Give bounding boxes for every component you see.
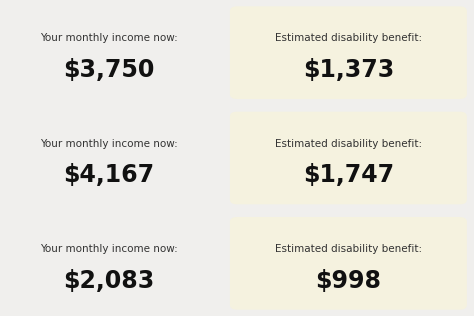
Text: Estimated disability benefit:: Estimated disability benefit:: [275, 244, 422, 254]
Text: $3,750: $3,750: [64, 58, 155, 82]
Text: $1,747: $1,747: [303, 163, 394, 187]
Text: $2,083: $2,083: [64, 269, 155, 293]
FancyBboxPatch shape: [230, 6, 467, 99]
FancyBboxPatch shape: [230, 217, 467, 310]
Text: Your monthly income now:: Your monthly income now:: [40, 139, 178, 149]
Text: Your monthly income now:: Your monthly income now:: [40, 244, 178, 254]
Text: Your monthly income now:: Your monthly income now:: [40, 33, 178, 43]
Text: $998: $998: [315, 269, 382, 293]
Text: $1,373: $1,373: [303, 58, 394, 82]
Text: Estimated disability benefit:: Estimated disability benefit:: [275, 33, 422, 43]
FancyBboxPatch shape: [230, 112, 467, 204]
Text: Estimated disability benefit:: Estimated disability benefit:: [275, 139, 422, 149]
Text: $4,167: $4,167: [64, 163, 155, 187]
